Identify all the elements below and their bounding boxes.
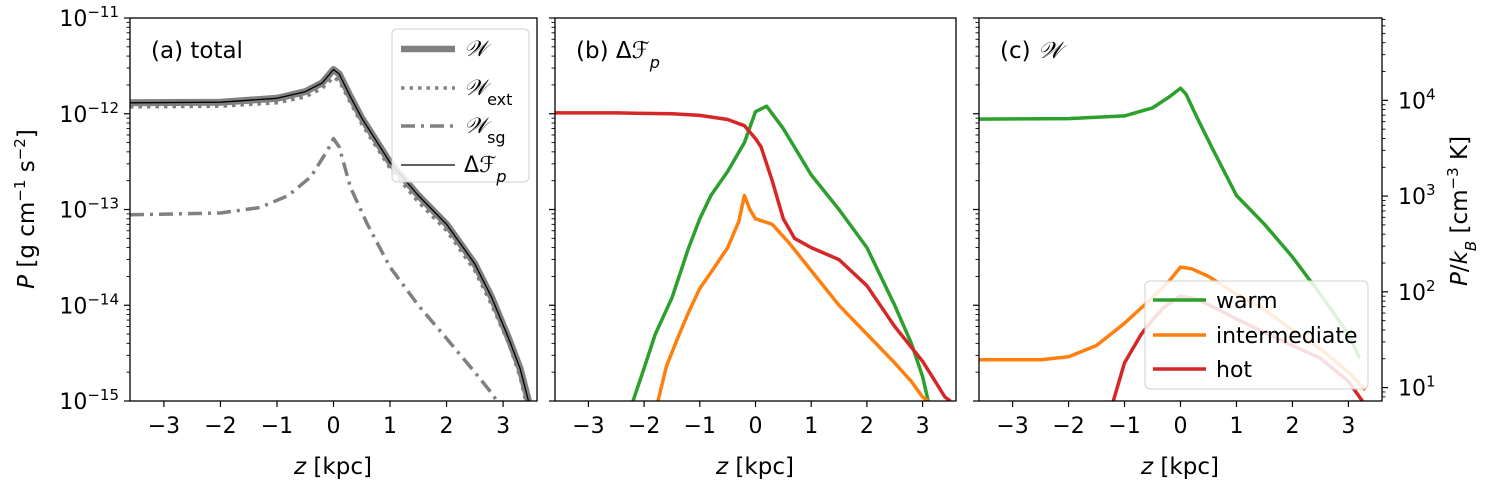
panel-c-ylabel-right: P/kB [cm−3 K] — [1444, 136, 1480, 286]
legend-c-label-intermediate: intermediate — [1216, 324, 1358, 349]
x-tick-label: 3 — [916, 414, 930, 439]
right-tick-label: 104 — [1398, 85, 1436, 114]
x-tick-label: −3 — [572, 414, 604, 439]
x-tick-label: 0 — [327, 414, 341, 439]
legend-c-label-hot: hot — [1216, 358, 1252, 383]
series-p-line — [130, 68, 530, 401]
panel-a-label: (a) total — [151, 38, 243, 64]
x-tick-label: 2 — [440, 414, 454, 439]
x-tick-label: −1 — [261, 414, 293, 439]
panel-b-frame — [554, 17, 957, 402]
y-tick-label: 10−12 — [59, 99, 119, 128]
x-tick-label: −3 — [996, 414, 1028, 439]
x-tick-label: −2 — [204, 414, 236, 439]
panel-a-xlabel: z [kpc] — [293, 454, 372, 480]
y-tick-label: 10−15 — [59, 386, 119, 415]
legend-a-label-dfp: Δℱp — [464, 153, 507, 186]
x-tick-label: 3 — [496, 414, 510, 439]
x-tick-label: −2 — [1052, 414, 1084, 439]
x-tick-label: 2 — [1285, 414, 1299, 439]
legend-c-box — [1144, 280, 1369, 390]
x-tick-label: −3 — [148, 414, 180, 439]
panel-c-xlabel: z [kpc] — [1140, 454, 1219, 480]
x-tick-label: 1 — [804, 414, 818, 439]
y-tick-label: 10−13 — [59, 195, 119, 224]
series-warm-line — [631, 104, 930, 401]
panel-c-w: −3 −2 −1 0 1 2 3 101 102 103 104 (c) 𝒲 z [kpc] P/k… — [973, 17, 1480, 480]
right-tick-label: 103 — [1398, 181, 1436, 210]
panel-c-label: (c) 𝒲 — [1000, 38, 1067, 64]
series-hot-line — [555, 111, 952, 401]
series-intermediate-line — [656, 193, 930, 401]
series-ext-line — [130, 75, 528, 401]
panel-b-delta-fp: −3 −2 −1 0 1 2 3 (b) Δℱp z [kpc] — [549, 17, 957, 480]
panel-b-label: (b) Δℱp — [576, 38, 660, 72]
legend-c-label-warm: warm — [1216, 289, 1278, 314]
panel-a-total: −3 −2 −1 0 1 2 3 10−15 10−14 10−13 10−12 10−11 (a) … — [11, 3, 538, 480]
x-tick-label: 0 — [749, 414, 763, 439]
right-tick-label: 101 — [1398, 373, 1436, 402]
x-tick-label: 0 — [1174, 414, 1188, 439]
panel-b-xlabel: z [kpc] — [715, 454, 794, 480]
y-tick-label: 10−11 — [59, 3, 119, 32]
panel-c-legend: warm intermediate hot — [1144, 280, 1369, 390]
x-tick-label: 2 — [860, 414, 874, 439]
x-tick-label: 1 — [1229, 414, 1243, 439]
right-tick-label: 102 — [1398, 277, 1436, 306]
series-sg-line — [130, 136, 499, 401]
x-tick-label: 1 — [383, 414, 397, 439]
x-tick-label: 3 — [1341, 414, 1355, 439]
legend-a-box — [391, 28, 530, 183]
x-tick-label: −1 — [1108, 414, 1140, 439]
y-tick-label: 10−14 — [59, 290, 119, 319]
x-tick-label: −2 — [628, 414, 660, 439]
x-tick-label: −1 — [684, 414, 716, 439]
panel-a-legend: 𝒲 𝒲ext 𝒲sg Δℱp — [391, 28, 530, 186]
panel-a-ylabel: P [g cm−1 s−2] — [11, 129, 40, 289]
